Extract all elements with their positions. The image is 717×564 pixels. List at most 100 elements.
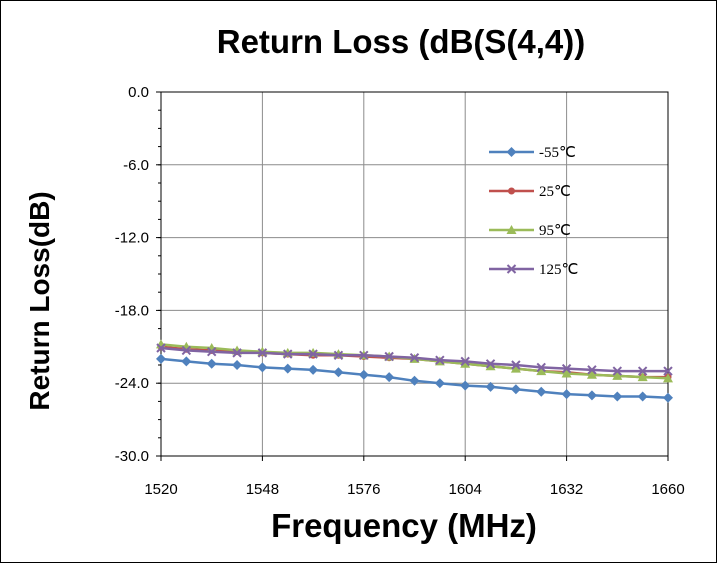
x-tick-label: 1576 (347, 481, 380, 498)
legend: -55℃ 25℃ 95℃ 125℃ (489, 145, 578, 278)
series-0-point (156, 353, 166, 364)
series-3-point (232, 348, 242, 358)
series-3-point (384, 351, 394, 362)
x-stroke (587, 365, 597, 375)
x-stroke (206, 346, 217, 357)
series-3-point (359, 350, 369, 361)
series-0-point (282, 363, 293, 374)
x-stroke (181, 345, 192, 356)
y-tick-label: -30.0 (115, 448, 149, 465)
series-2-point (637, 372, 648, 382)
series-2-point (460, 358, 471, 368)
x-stroke (384, 351, 394, 362)
series-0-point (308, 364, 319, 375)
x-stroke (485, 359, 496, 369)
series-3-point (257, 348, 268, 358)
x-stroke (511, 360, 521, 370)
series-2-point (536, 366, 547, 376)
y-tick-label: 0.0 (128, 84, 149, 101)
x-stroke (637, 366, 648, 376)
x-stroke (435, 355, 445, 365)
y-tick-label: -12.0 (115, 230, 149, 247)
x-stroke (257, 348, 268, 358)
legend-label-2: 95℃ (539, 223, 571, 239)
chart-title: Return Loss (dB(S(4,4)) (217, 23, 586, 60)
series-0-point (510, 384, 521, 395)
legend-marker-2 (506, 225, 517, 234)
series-3-point (587, 365, 597, 375)
series-3-point (308, 349, 318, 359)
x-axis-label: Frequency (MHz) (271, 507, 537, 544)
series-3-point (409, 353, 420, 363)
x-tick-label: 1520 (144, 481, 177, 498)
series-0-point (434, 378, 445, 389)
x-tick-label: 1604 (449, 481, 482, 498)
y-axis-ticks: 0.0 -6.0 -12.0 -18.0 -24.0 -30.0 (115, 84, 161, 465)
series-2-point (561, 368, 572, 378)
x-stroke (409, 353, 420, 363)
series-0-point (181, 356, 192, 367)
x-stroke (156, 343, 166, 353)
series-3-point (536, 362, 546, 373)
series-0-point (460, 380, 471, 391)
x-stroke (333, 350, 344, 361)
x-tick-label: 1660 (651, 481, 684, 498)
x-stroke (308, 349, 318, 359)
x-tick-label: 1548 (246, 481, 279, 498)
x-axis-ticks: 1520 1548 1576 1604 1632 1660 (144, 456, 685, 498)
series-0-point (206, 358, 217, 369)
x-stroke (359, 350, 369, 361)
series-3-point (612, 366, 623, 376)
series-3-point (206, 346, 217, 357)
series-0-point (409, 375, 420, 386)
series-3-point (181, 345, 192, 356)
plot-area (160, 91, 669, 457)
x-stroke (283, 349, 293, 359)
series-3-point (283, 349, 293, 359)
x-stroke (561, 363, 572, 374)
series-0-point (612, 391, 623, 402)
y-tick-label: -6.0 (123, 157, 149, 174)
series-2-point (586, 369, 597, 379)
series-0-point (586, 390, 597, 401)
y-axis-label: Return Loss(dB) (24, 191, 55, 410)
x-stroke (663, 366, 673, 376)
series-3-point (156, 343, 166, 353)
series-2-point (612, 370, 623, 380)
series-0-point (384, 372, 395, 383)
legend-marker-1 (508, 187, 515, 195)
series-0-point (663, 392, 673, 403)
legend-marker-3 (506, 264, 517, 274)
x-stroke (612, 366, 623, 376)
series-3-point (663, 366, 673, 376)
series-0-point (536, 386, 547, 397)
series-0-point (358, 369, 369, 380)
legend-label-3: 125℃ (539, 262, 578, 278)
series-2-point (510, 363, 521, 373)
x-stroke (232, 348, 242, 358)
legend-marker-0 (506, 147, 517, 157)
legend-label-0: -55℃ (539, 145, 576, 161)
y-tick-label: -18.0 (115, 302, 149, 319)
y-tick-label: -24.0 (115, 375, 149, 392)
x-stroke (460, 356, 470, 367)
legend-label-1: 25℃ (539, 184, 571, 200)
x-stroke (536, 362, 546, 373)
series-0-point (333, 367, 344, 378)
series-3-point (435, 355, 445, 365)
series-3-point (460, 356, 470, 367)
series-3-point (485, 359, 496, 369)
series-0-point (561, 389, 572, 400)
series-0-point (232, 360, 243, 370)
series-3-point (511, 360, 521, 370)
series-group (156, 339, 673, 403)
x-stroke (506, 264, 517, 274)
grid (160, 91, 669, 457)
x-tick-label: 1632 (550, 481, 583, 498)
series-3-point (637, 366, 648, 376)
series-2-point (485, 361, 496, 371)
series-3-point (561, 363, 572, 374)
series-0-point (257, 362, 268, 373)
